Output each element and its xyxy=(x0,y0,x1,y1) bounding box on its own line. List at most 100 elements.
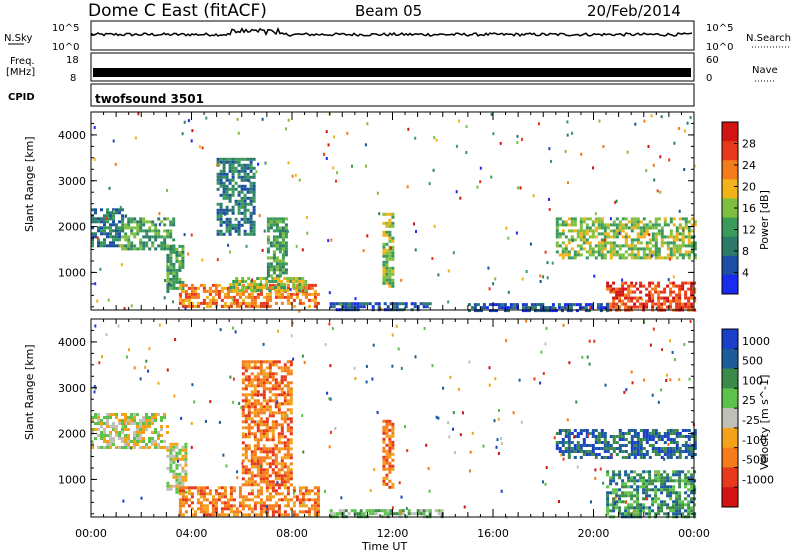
heatmap-speck xyxy=(653,178,656,182)
heatmap-cell xyxy=(654,290,658,294)
heatmap-cell xyxy=(112,244,115,248)
heatmap-cell xyxy=(208,292,212,296)
heatmap-cell xyxy=(561,441,565,444)
heatmap-cell xyxy=(240,184,244,188)
heatmap-cell xyxy=(391,482,395,486)
heatmap-cell xyxy=(669,453,673,456)
x-tick-labels: 00:00 04:00 08:00 12:00 16:00 20:00 00:00 xyxy=(75,527,710,540)
heatmap-cell xyxy=(690,509,694,513)
heatmap-cell xyxy=(100,229,103,233)
heatmap-cell xyxy=(275,265,279,269)
heatmap-cell xyxy=(666,241,670,245)
heatmap-speck xyxy=(669,339,671,343)
heatmap-cell xyxy=(654,485,658,489)
heatmap-cell xyxy=(581,306,585,310)
heatmap-cell xyxy=(648,253,652,257)
heatmap-cell xyxy=(234,199,238,203)
heatmap-cell xyxy=(124,428,127,431)
heatmap-cell xyxy=(205,486,209,490)
heatmap-cell xyxy=(142,416,145,419)
heatmap-cell xyxy=(681,226,685,230)
heatmap-cell xyxy=(385,443,389,447)
heatmap-cell xyxy=(278,226,282,230)
heatmap-speck xyxy=(373,468,376,472)
heatmap-cell xyxy=(636,444,640,447)
heatmap-cell xyxy=(633,494,637,498)
heatmap-cell xyxy=(259,423,263,427)
heatmap-cell xyxy=(274,411,278,415)
heatmap-cell xyxy=(555,217,559,221)
heatmap-cell xyxy=(163,446,166,449)
heatmap-cell xyxy=(133,446,136,449)
heatmap-cell xyxy=(211,295,215,299)
heatmap-cell xyxy=(391,257,395,261)
heatmap-speck xyxy=(550,159,552,163)
heatmap-cell xyxy=(615,435,619,438)
heatmap-cell xyxy=(313,513,317,517)
heatmap-cell xyxy=(567,441,571,444)
heatmap-cell xyxy=(244,444,248,448)
heatmap-cell xyxy=(271,426,275,430)
heatmap-cell xyxy=(265,447,269,451)
heatmap-cell xyxy=(228,181,232,185)
heatmap-cell xyxy=(178,498,182,502)
colorbar-tick-label: 4 xyxy=(742,267,749,280)
heatmap-cell xyxy=(283,477,287,481)
heatmap-cell xyxy=(684,444,688,447)
heatmap-speck xyxy=(647,145,650,148)
heatmap-cell xyxy=(280,477,284,481)
heatmap-cell xyxy=(283,399,287,403)
heatmap-cell xyxy=(579,253,583,257)
heatmap-cell xyxy=(160,440,163,443)
heatmap-cell xyxy=(585,226,589,230)
heatmap-cell xyxy=(687,299,691,303)
heatmap-cell xyxy=(630,503,634,507)
heatmap-cell xyxy=(220,289,224,293)
heatmap-cell xyxy=(259,393,263,397)
heatmap-cell xyxy=(669,287,673,291)
heatmap-cell xyxy=(205,504,209,508)
heatmap-cell xyxy=(678,253,682,257)
heatmap-speck xyxy=(351,164,353,168)
heatmap-cell xyxy=(669,302,673,306)
heatmap-cell xyxy=(618,494,622,498)
heatmap-cell xyxy=(124,425,127,428)
heatmap-cell xyxy=(304,289,308,292)
heatmap-cell xyxy=(178,253,182,257)
heatmap-cell xyxy=(94,428,97,431)
heatmap-cell xyxy=(222,220,226,224)
heatmap-cell xyxy=(222,196,226,200)
heatmap-cell xyxy=(268,366,272,370)
heatmap-cell xyxy=(226,507,230,511)
heatmap-cell xyxy=(615,302,619,306)
heatmap-cell xyxy=(636,450,640,453)
heatmap-cell xyxy=(259,462,263,466)
heatmap-cell xyxy=(250,456,254,460)
heatmap-cell xyxy=(286,471,290,475)
heatmap-cell xyxy=(530,303,534,307)
heatmap-cell xyxy=(124,446,127,449)
heatmap-cell xyxy=(166,232,170,236)
heatmap-cell xyxy=(386,512,390,516)
heatmap-cell xyxy=(249,184,253,188)
heatmap-speck xyxy=(277,329,279,333)
heatmap-cell xyxy=(280,414,284,418)
heatmap-speck xyxy=(257,162,260,166)
heatmap-speck xyxy=(433,224,436,228)
heatmap-cell xyxy=(289,426,293,430)
heatmap-cell xyxy=(172,475,176,479)
heatmap-cell xyxy=(268,304,272,308)
heatmap-cell xyxy=(115,428,118,431)
heatmap-cell xyxy=(208,298,212,302)
heatmap-cell xyxy=(237,232,241,236)
heatmap-cell xyxy=(259,304,263,308)
heatmap-cell xyxy=(175,490,179,494)
heatmap-cell xyxy=(675,456,679,459)
heatmap-cell xyxy=(660,241,664,245)
heatmap-cell xyxy=(292,486,296,490)
heatmap-cell xyxy=(630,476,634,480)
heatmap-cell xyxy=(385,272,389,276)
heatmap-cell xyxy=(240,187,244,191)
heatmap-cell xyxy=(154,419,157,422)
heatmap-cell xyxy=(97,413,100,416)
